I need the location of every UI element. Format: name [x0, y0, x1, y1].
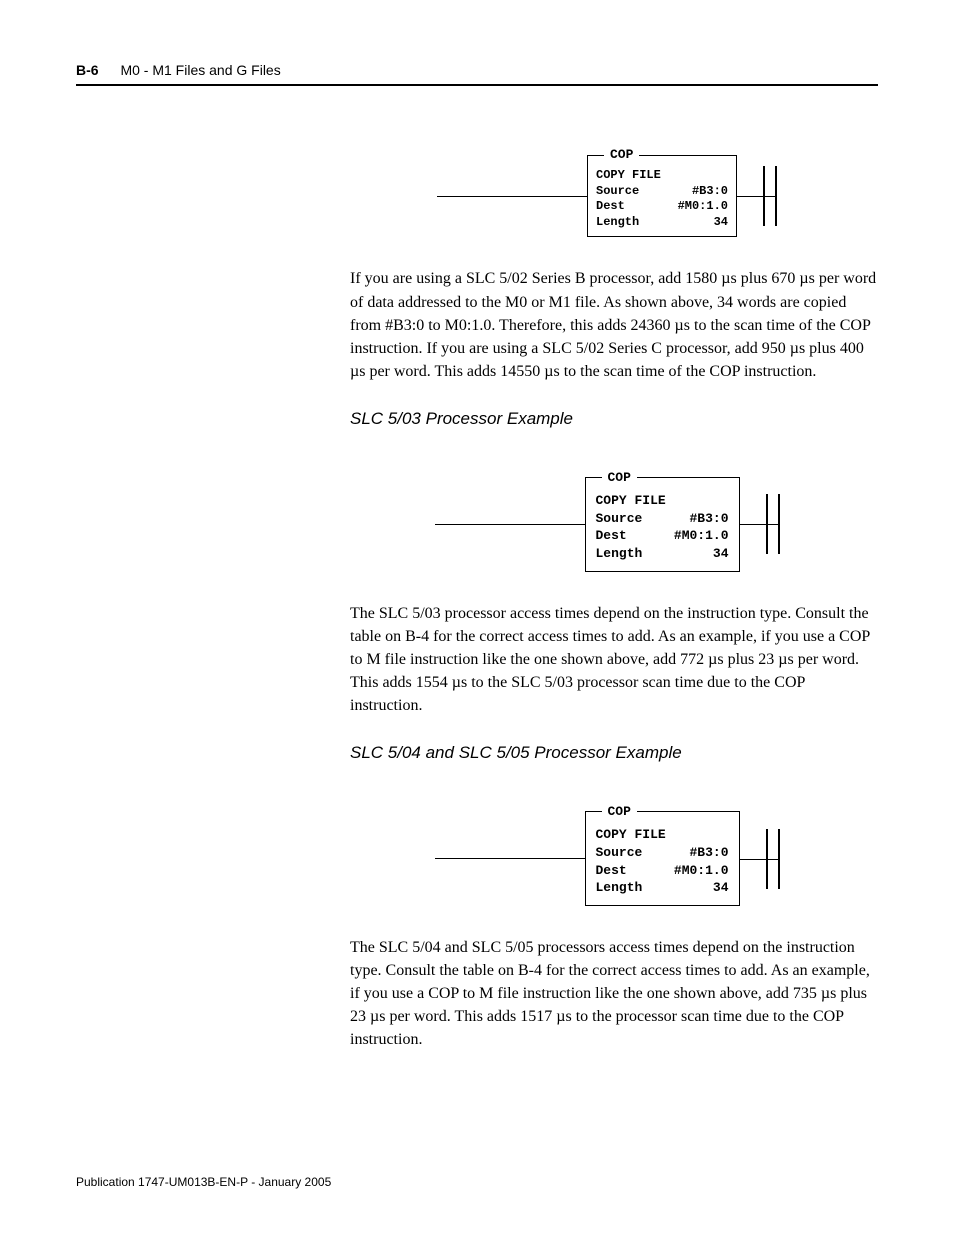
main-content: COP COPY FILE Source #B3:0 Dest #M0:1.0 … [350, 155, 878, 1078]
instruction-dest-row: Dest #M0:1.0 [596, 527, 729, 545]
dest-label: Dest [596, 199, 625, 215]
cop-instruction-box: COP COPY FILE Source #B3:0 Dest #M0:1.0 … [585, 811, 740, 905]
source-value: #B3:0 [689, 844, 728, 862]
cop-diagram-3: COP COPY FILE Source #B3:0 Dest #M0:1.0 … [350, 811, 878, 905]
source-label: Source [596, 510, 643, 528]
cop-instruction-box: COP COPY FILE Source #B3:0 Dest #M0:1.0 … [587, 155, 737, 237]
instruction-line: COPY FILE [596, 492, 729, 510]
instruction-title: COP [602, 803, 637, 821]
header-title: M0 - M1 Files and G Files [120, 62, 280, 78]
source-value: #B3:0 [692, 184, 728, 200]
instruction-dest-row: Dest #M0:1.0 [596, 199, 728, 215]
rung-end [740, 829, 794, 889]
length-value: 34 [714, 215, 728, 231]
paragraph-2: The SLC 5/03 processor access times depe… [350, 602, 878, 718]
ladder-rung: COP COPY FILE Source #B3:0 Dest #M0:1.0 … [437, 155, 791, 237]
instruction-line: COPY FILE [596, 826, 729, 844]
instruction-source-row: Source #B3:0 [596, 184, 728, 200]
subheading-504-505: SLC 5/04 and SLC 5/05 Processor Example [350, 743, 878, 763]
dest-label: Dest [596, 527, 627, 545]
instruction-length-row: Length 34 [596, 545, 729, 563]
dest-value: #M0:1.0 [674, 862, 729, 880]
page-header: B-6 M0 - M1 Files and G Files [76, 62, 878, 86]
paragraph-3: The SLC 5/04 and SLC 5/05 processors acc… [350, 936, 878, 1052]
paragraph-1: If you are using a SLC 5/02 Series B pro… [350, 267, 878, 383]
dest-label: Dest [596, 862, 627, 880]
source-label: Source [596, 844, 643, 862]
instruction-title: COP [602, 469, 637, 487]
instruction-dest-row: Dest #M0:1.0 [596, 862, 729, 880]
length-label: Length [596, 879, 643, 897]
instruction-source-row: Source #B3:0 [596, 844, 729, 862]
cop-instruction-box: COP COPY FILE Source #B3:0 Dest #M0:1.0 … [585, 477, 740, 571]
rung-wire-left [437, 196, 587, 197]
cop-diagram-2: COP COPY FILE Source #B3:0 Dest #M0:1.0 … [350, 477, 878, 571]
source-value: #B3:0 [689, 510, 728, 528]
instruction-length-row: Length 34 [596, 215, 728, 231]
page-number: B-6 [76, 62, 99, 78]
ladder-rung: COP COPY FILE Source #B3:0 Dest #M0:1.0 … [435, 811, 794, 905]
ladder-rung: COP COPY FILE Source #B3:0 Dest #M0:1.0 … [435, 477, 794, 571]
publication-footer: Publication 1747-UM013B-EN-P - January 2… [76, 1175, 331, 1189]
instruction-title: COP [604, 147, 639, 164]
dest-value: #M0:1.0 [678, 199, 728, 215]
dest-value: #M0:1.0 [674, 527, 729, 545]
instruction-length-row: Length 34 [596, 879, 729, 897]
length-value: 34 [713, 545, 729, 563]
rung-end [740, 494, 794, 554]
rung-end [737, 166, 791, 226]
length-label: Length [596, 545, 643, 563]
cop-diagram-1: COP COPY FILE Source #B3:0 Dest #M0:1.0 … [350, 155, 878, 237]
rung-wire-left [435, 858, 585, 859]
subheading-503: SLC 5/03 Processor Example [350, 409, 878, 429]
rung-wire-left [435, 524, 585, 525]
instruction-line: COPY FILE [596, 168, 728, 184]
length-value: 34 [713, 879, 729, 897]
source-label: Source [596, 184, 639, 200]
length-label: Length [596, 215, 639, 231]
instruction-source-row: Source #B3:0 [596, 510, 729, 528]
